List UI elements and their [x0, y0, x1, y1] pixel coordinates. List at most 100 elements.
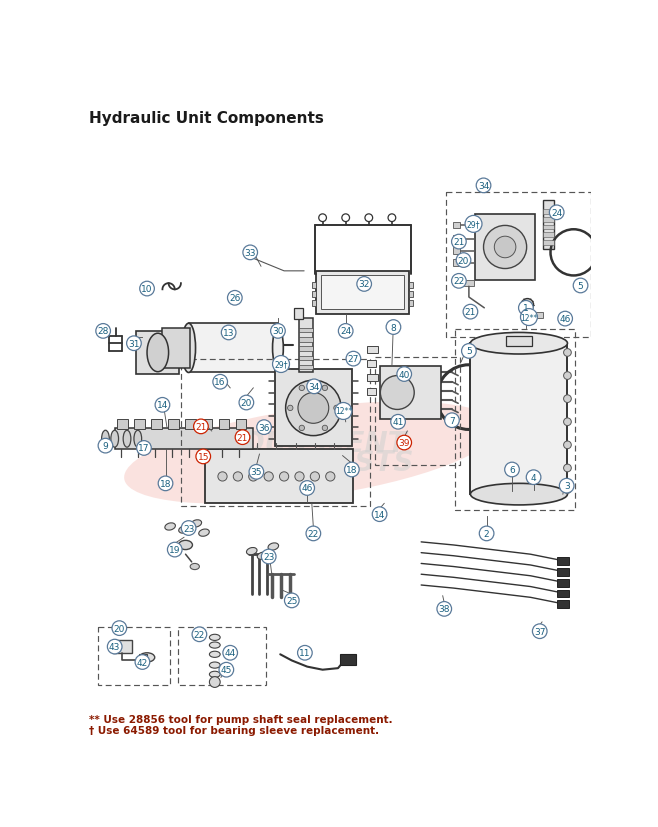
- Circle shape: [461, 344, 476, 359]
- Text: 5: 5: [466, 347, 472, 356]
- Bar: [275, 370, 352, 447]
- Text: 23: 23: [183, 523, 194, 533]
- Text: 28: 28: [97, 327, 109, 336]
- Bar: [543, 218, 553, 222]
- Bar: [299, 347, 313, 351]
- Text: 32: 32: [359, 280, 370, 289]
- Bar: [543, 241, 553, 246]
- Ellipse shape: [101, 431, 109, 447]
- Text: 21: 21: [465, 308, 476, 317]
- Bar: [299, 356, 313, 361]
- Text: 39: 39: [399, 438, 410, 447]
- Bar: [178, 627, 266, 686]
- Circle shape: [386, 320, 401, 335]
- Bar: [470, 344, 567, 495]
- Text: 20: 20: [114, 624, 125, 633]
- Circle shape: [345, 462, 359, 477]
- Circle shape: [380, 376, 415, 410]
- Text: 13: 13: [223, 328, 234, 337]
- Bar: [139, 654, 147, 661]
- Bar: [453, 260, 460, 267]
- Bar: [543, 210, 553, 214]
- Circle shape: [397, 436, 411, 451]
- Circle shape: [219, 662, 234, 677]
- Text: Hydraulic Unit Components: Hydraulic Unit Components: [89, 111, 323, 126]
- Bar: [453, 236, 460, 242]
- Ellipse shape: [139, 653, 155, 662]
- Bar: [557, 557, 569, 566]
- Ellipse shape: [272, 327, 284, 369]
- Text: 18: 18: [346, 466, 357, 475]
- Circle shape: [155, 398, 170, 413]
- Ellipse shape: [247, 547, 257, 555]
- Bar: [367, 389, 376, 395]
- Circle shape: [209, 676, 220, 687]
- Bar: [465, 280, 474, 287]
- Circle shape: [299, 426, 305, 431]
- Circle shape: [564, 465, 571, 472]
- Text: 25: 25: [286, 596, 297, 605]
- Text: 17: 17: [138, 444, 150, 453]
- Circle shape: [235, 430, 250, 445]
- Circle shape: [479, 527, 494, 541]
- Circle shape: [318, 214, 326, 222]
- Circle shape: [451, 235, 467, 250]
- Text: 12**: 12**: [335, 407, 352, 416]
- Circle shape: [564, 349, 571, 357]
- Bar: [409, 291, 413, 298]
- Circle shape: [193, 419, 208, 434]
- Bar: [409, 282, 413, 289]
- Ellipse shape: [209, 634, 220, 641]
- Text: 21: 21: [453, 238, 465, 246]
- Text: 22: 22: [453, 277, 465, 286]
- Text: 2: 2: [484, 529, 490, 538]
- Bar: [136, 332, 180, 375]
- Text: 46: 46: [559, 315, 571, 323]
- Circle shape: [295, 472, 304, 481]
- Text: 35: 35: [251, 468, 262, 476]
- Bar: [557, 590, 569, 598]
- Circle shape: [112, 621, 126, 636]
- Circle shape: [357, 277, 372, 292]
- Circle shape: [249, 472, 258, 481]
- Circle shape: [221, 326, 236, 341]
- Bar: [299, 337, 313, 342]
- Circle shape: [338, 324, 353, 339]
- Ellipse shape: [199, 529, 209, 537]
- Text: 34: 34: [309, 382, 320, 391]
- Bar: [475, 214, 535, 280]
- Text: 14: 14: [157, 401, 168, 410]
- Circle shape: [573, 279, 588, 294]
- Text: 10: 10: [141, 284, 153, 294]
- Ellipse shape: [179, 526, 190, 533]
- Text: 20: 20: [458, 256, 469, 265]
- Text: 12**: 12**: [520, 313, 538, 323]
- Text: 24: 24: [340, 327, 351, 336]
- Circle shape: [476, 179, 491, 194]
- Circle shape: [243, 246, 257, 261]
- Circle shape: [306, 527, 320, 541]
- Circle shape: [182, 521, 196, 536]
- Circle shape: [298, 393, 329, 423]
- Text: 16: 16: [215, 378, 226, 387]
- Text: 20: 20: [241, 399, 252, 408]
- Circle shape: [372, 507, 387, 522]
- Circle shape: [299, 385, 305, 391]
- Circle shape: [342, 214, 349, 222]
- Circle shape: [456, 253, 471, 268]
- Bar: [367, 361, 376, 368]
- Bar: [299, 328, 313, 333]
- Ellipse shape: [124, 402, 498, 504]
- Text: 29†: 29†: [274, 360, 288, 369]
- Text: 43: 43: [109, 643, 120, 652]
- Circle shape: [307, 380, 322, 394]
- Circle shape: [397, 367, 411, 382]
- Circle shape: [465, 216, 482, 233]
- Text: 11: 11: [299, 648, 311, 657]
- Text: 24: 24: [551, 208, 563, 218]
- Bar: [557, 600, 569, 609]
- Text: 23: 23: [263, 552, 274, 562]
- Circle shape: [532, 624, 547, 638]
- Bar: [367, 347, 378, 354]
- Text: EQUIPMENT: EQUIPMENT: [222, 430, 407, 458]
